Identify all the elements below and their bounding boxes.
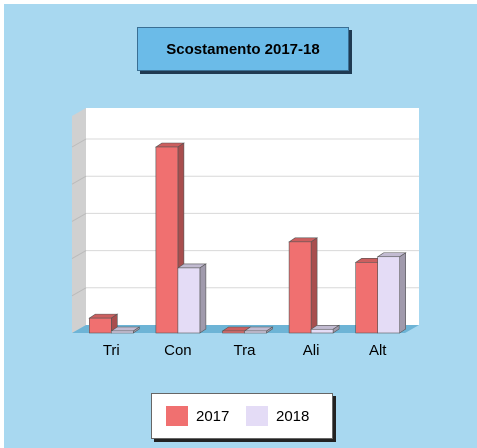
- bar-front: [155, 146, 179, 334]
- x-tick-label-tri: Tri: [103, 342, 120, 359]
- x-tick-label-con: Con: [164, 342, 192, 359]
- bar-front: [111, 330, 134, 334]
- bar-side: [310, 237, 318, 334]
- bar-side: [199, 263, 207, 334]
- bar-front: [377, 256, 401, 334]
- bar-front: [89, 317, 112, 334]
- legend-swatch-2017: [166, 406, 188, 426]
- legend-label-2017: 2017: [196, 407, 230, 425]
- chart-title-box: Scostamento 2017-18: [137, 27, 349, 71]
- x-tick-label-alt: Alt: [369, 342, 387, 359]
- bar-front: [288, 241, 312, 334]
- grid-line-side: [71, 175, 87, 185]
- bar-front: [177, 267, 201, 334]
- bar-ali-2017: [288, 237, 319, 334]
- grid-line-side: [71, 212, 87, 222]
- x-tick-label-tra: Tra: [234, 342, 257, 359]
- x-tick-label-ali: Ali: [303, 342, 320, 359]
- grid-line-side: [71, 138, 87, 148]
- legend-item-2017: 2017: [166, 405, 229, 427]
- legend-item-2018: 2018: [246, 405, 309, 427]
- bars: [88, 142, 407, 334]
- bar-tri-2018: [110, 326, 141, 334]
- bar-front: [244, 330, 267, 334]
- plot-side-wall: [72, 108, 86, 333]
- bar-tra-2018: [243, 326, 274, 334]
- grid-line-side: [71, 287, 87, 297]
- grid-line-side: [71, 250, 87, 260]
- bar-ali-2018: [310, 324, 341, 334]
- bar-front: [310, 328, 334, 334]
- bar-front: [222, 330, 245, 334]
- x-tick-labels: Tri Con Tra Ali Alt: [103, 342, 387, 359]
- legend: 2017 2018: [151, 393, 333, 439]
- bar-alt-2018: [376, 252, 407, 334]
- bar-front: [355, 262, 379, 334]
- bar-con-2018: [176, 263, 207, 334]
- legend-swatch-2018: [246, 406, 268, 426]
- bar-side: [399, 252, 407, 334]
- chart-title: Scostamento 2017-18: [166, 40, 320, 58]
- legend-label-2018: 2018: [276, 407, 310, 425]
